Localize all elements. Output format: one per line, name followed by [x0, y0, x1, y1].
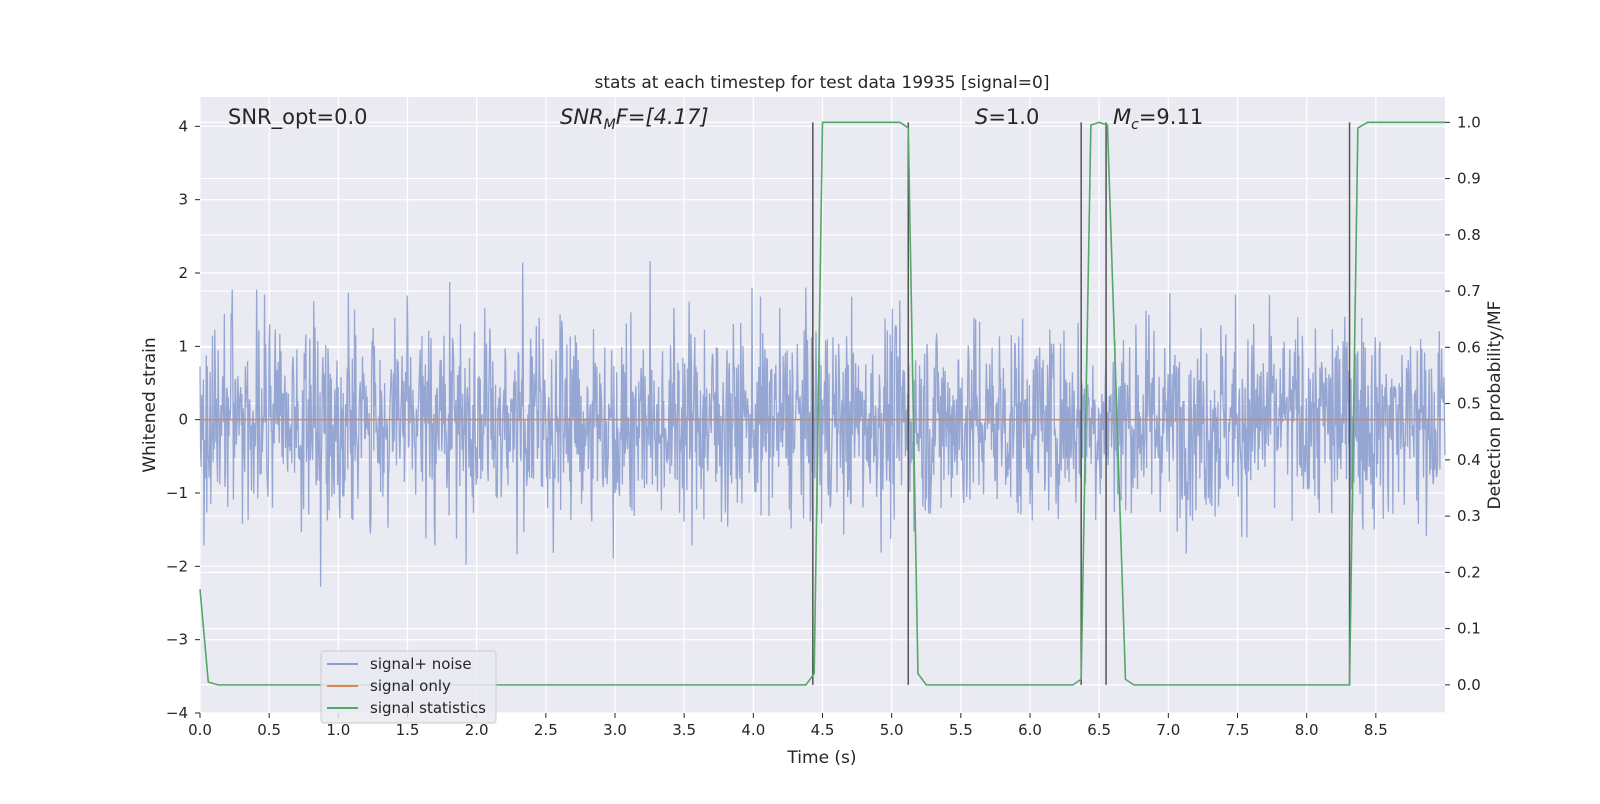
vertical-lines [812, 122, 1351, 685]
y-right-tick-label: 1.0 [1457, 113, 1481, 131]
annotation-s: S=1.0 [975, 105, 1039, 129]
y-tick-label: 3 [178, 191, 188, 209]
x-tick-label: 4.0 [741, 721, 765, 739]
legend-box [320, 650, 497, 724]
y-right-tick-label: 0.9 [1457, 170, 1481, 188]
y-right-tick-label: 0.3 [1457, 507, 1481, 525]
y-axis-label: Whitened strain [140, 337, 160, 472]
x-tick-label: 1.0 [326, 721, 350, 739]
mc-value: =9.11 [1139, 105, 1203, 129]
y-tick-label: −3 [166, 631, 188, 649]
x-axis-label: Time (s) [786, 748, 856, 768]
x-tick-label: 8.5 [1364, 721, 1388, 739]
signal-statistics-line [199, 121, 1445, 686]
snr-mf-tail: F=[4.17] [616, 105, 709, 129]
annotation-snr-mf: SNRMF=[4.17] [560, 105, 709, 133]
y-right-tick-label: 0.0 [1457, 676, 1481, 694]
snr-mf-base: SNR [560, 105, 604, 129]
y-right-axis-label: Detection probability/MF [1485, 301, 1505, 510]
legend: signal+ noise signal only signal statist… [320, 650, 497, 724]
x-tick-label: 5.5 [949, 721, 973, 739]
x-tick-label: 5.0 [880, 721, 904, 739]
y-right-tick-label: 0.6 [1457, 338, 1481, 356]
noise-series [199, 260, 1446, 587]
s-value: =1.0 [988, 105, 1039, 129]
x-tick-label: 6.0 [1018, 721, 1042, 739]
x-tick-label: 3.5 [672, 721, 696, 739]
s-label: S [975, 105, 988, 129]
y-tick-label: −4 [166, 704, 188, 722]
x-tick-label: 3.0 [603, 721, 627, 739]
annotation-snr-opt: SNR_opt=0.0 [228, 105, 368, 130]
x-tick-label: 1.5 [396, 721, 420, 739]
y-tick-label: −1 [166, 484, 188, 502]
y-tick-label: 2 [178, 264, 188, 282]
x-axis-ticks: 0.0 0.5 1.0 1.5 2.0 2.5 3.0 3.5 4.0 4.5 5.0 5.5 6.0 6… [188, 713, 1388, 739]
y-right-axis-ticks: 0.0 0.1 0.2 0.3 0.4 0.5 0.6 0.7 0.8 0.9 1.0 [1445, 113, 1481, 694]
annotation-mc: Mc=9.11 [1113, 105, 1203, 133]
x-tick-label: 6.5 [1087, 721, 1111, 739]
mc-sub: c [1131, 117, 1139, 133]
x-tick-label: 0.0 [188, 721, 212, 739]
x-tick-label: 4.5 [811, 721, 835, 739]
y-right-tick-label: 0.2 [1457, 563, 1481, 581]
legend-label-signal-only: signal only [370, 677, 451, 695]
y-tick-label: 0 [178, 411, 188, 429]
legend-label-noise: signal+ noise [370, 655, 472, 673]
y-right-tick-label: 0.8 [1457, 226, 1481, 244]
y-tick-label: −2 [166, 557, 188, 575]
legend-label-statistics: signal statistics [370, 699, 486, 717]
y-axis-ticks: −4 −3 −2 −1 0 1 2 3 4 [166, 117, 200, 722]
snr-mf-sub: M [604, 117, 616, 133]
x-tick-label: 2.0 [465, 721, 489, 739]
noise-series-path [199, 260, 1446, 587]
y-right-tick-label: 0.7 [1457, 282, 1481, 300]
x-tick-label: 2.5 [534, 721, 558, 739]
x-tick-label: 7.5 [1226, 721, 1250, 739]
y-right-tick-label: 0.1 [1457, 620, 1481, 638]
y-right-tick-label: 0.4 [1457, 451, 1481, 469]
x-tick-label: 7.0 [1156, 721, 1180, 739]
chart-title: stats at each timestep for test data 199… [595, 73, 1050, 93]
mc-label: M [1113, 105, 1131, 129]
y-tick-label: 1 [178, 337, 188, 355]
y-tick-label: 4 [178, 117, 188, 135]
x-tick-label: 8.0 [1295, 721, 1319, 739]
y-right-tick-label: 0.5 [1457, 395, 1481, 413]
x-tick-label: 0.5 [257, 721, 281, 739]
